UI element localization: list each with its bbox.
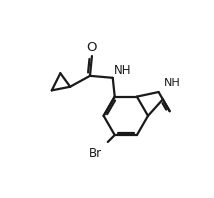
Text: NH: NH — [163, 78, 180, 89]
Text: O: O — [87, 41, 97, 54]
Text: NH: NH — [114, 64, 131, 77]
Text: Br: Br — [89, 147, 102, 160]
